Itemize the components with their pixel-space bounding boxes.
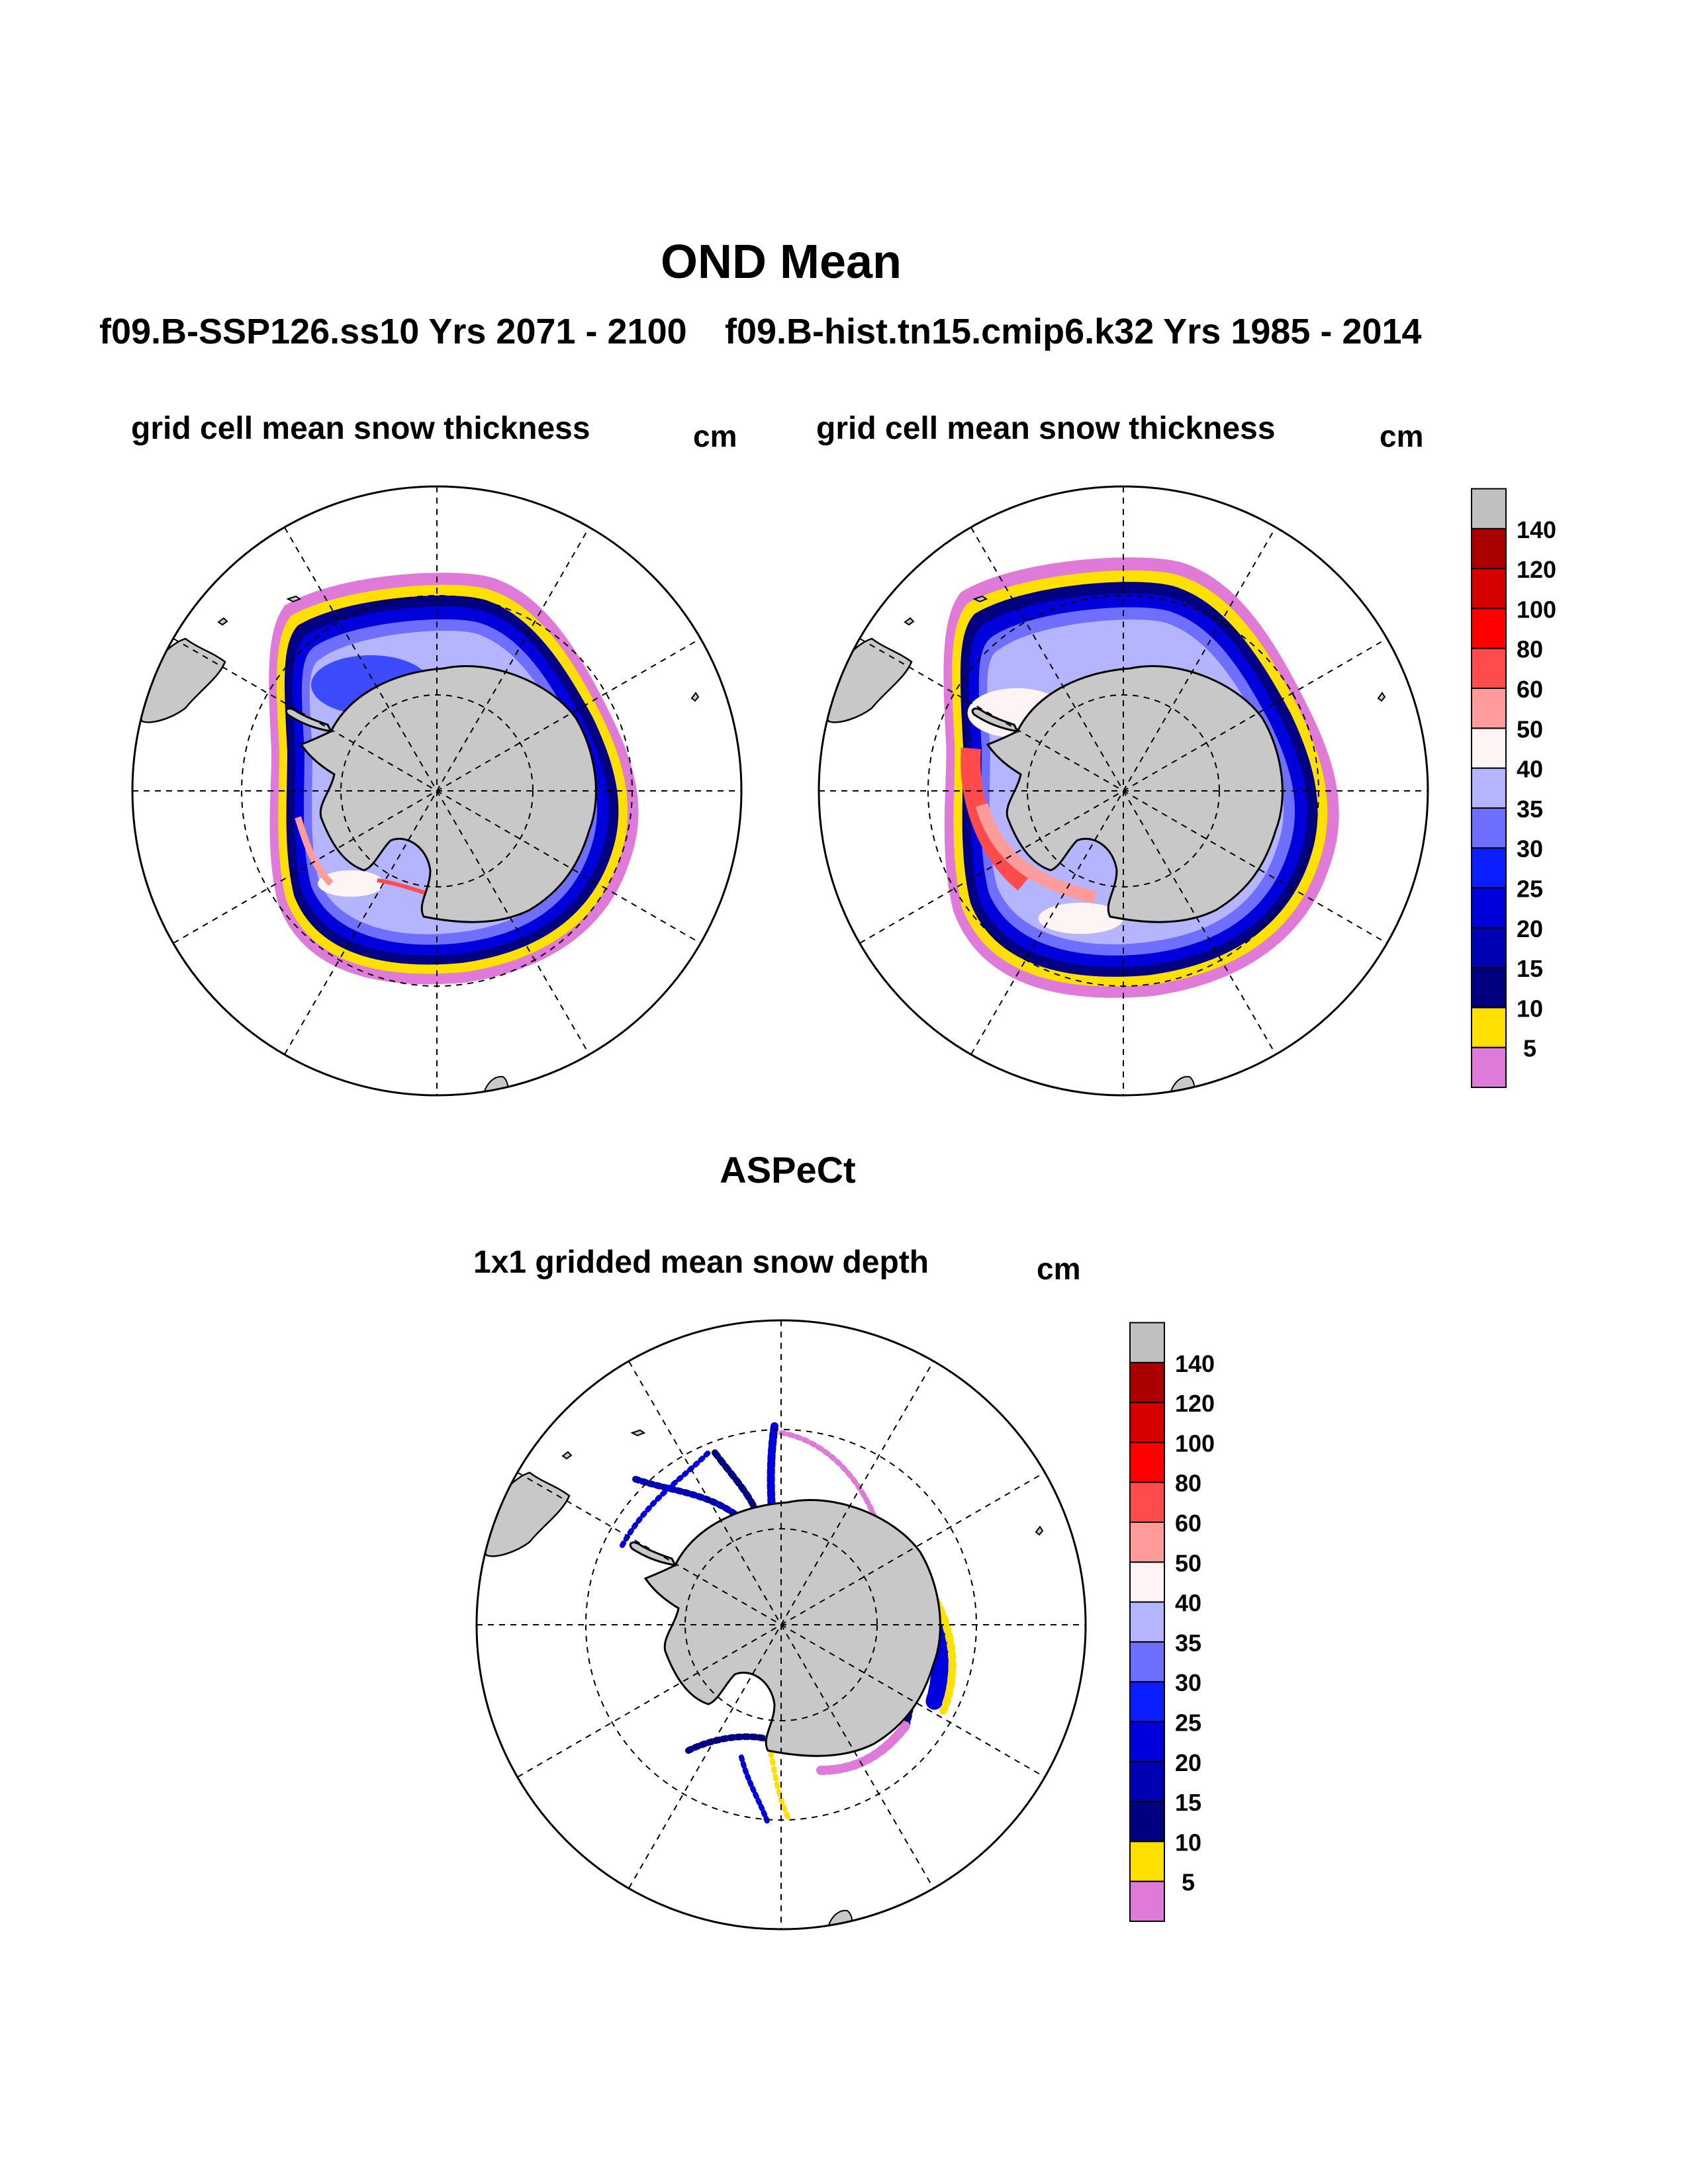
colorbar-bottom: 5 10 15 20 25 30 35 40 50 60 80 100 120 140 xyxy=(1129,1322,1215,1922)
colorbar-bottom-label-35: 35 xyxy=(1175,1629,1201,1657)
colorbar-top-swatch-13 xyxy=(1471,527,1507,570)
colorbar-top-label-40: 40 xyxy=(1517,756,1543,783)
colorbar-top-swatch-1 xyxy=(1471,1007,1507,1048)
colorbar-top-label-15: 15 xyxy=(1517,955,1543,982)
panel-2-units: cm xyxy=(1380,419,1424,453)
colorbar-bottom-label-5: 5 xyxy=(1182,1869,1195,1896)
panel-2-variable-label: grid cell mean snow thickness xyxy=(816,411,1276,446)
colorbar-top-swatch-12 xyxy=(1471,568,1507,610)
panel-3-case-title: ASPeCt xyxy=(720,1149,856,1191)
colorbar-top-swatch-2 xyxy=(1471,967,1507,1009)
colorbar-top-label-50: 50 xyxy=(1517,715,1543,743)
panel-2-map-border xyxy=(818,485,1429,1097)
colorbar-top-swatch-10 xyxy=(1471,647,1507,690)
panel-3-map-border xyxy=(475,1319,1087,1931)
colorbar-top-label-30: 30 xyxy=(1517,835,1543,862)
colorbar-bottom-swatch-8 xyxy=(1129,1561,1165,1603)
colorbar-top-label-120: 120 xyxy=(1517,556,1556,583)
colorbar-top-swatch-0 xyxy=(1471,1046,1507,1088)
colorbar-bottom-swatch-9 xyxy=(1129,1522,1165,1563)
colorbar-bottom-swatch-0 xyxy=(1129,1880,1165,1922)
panel-3-units: cm xyxy=(1037,1251,1081,1286)
colorbar-bottom-swatch-14 xyxy=(1129,1322,1165,1363)
colorbar-top-label-25: 25 xyxy=(1517,876,1543,903)
colorbar-bottom-label-50: 50 xyxy=(1175,1549,1201,1576)
panel-1-map-border xyxy=(131,485,743,1097)
colorbar-top-swatch-11 xyxy=(1471,608,1507,649)
main-title: OND Mean xyxy=(660,236,902,289)
colorbar-bottom-label-60: 60 xyxy=(1175,1510,1201,1537)
colorbar-bottom-label-100: 100 xyxy=(1175,1430,1215,1457)
colorbar-bottom-label-40: 40 xyxy=(1175,1590,1201,1617)
colorbar-bottom-label-120: 120 xyxy=(1175,1390,1215,1417)
colorbar-bottom-swatch-7 xyxy=(1129,1601,1165,1643)
colorbar-bottom-swatch-6 xyxy=(1129,1641,1165,1683)
colorbar-bottom-swatch-4 xyxy=(1129,1721,1165,1762)
colorbar-top-swatch-6 xyxy=(1471,807,1507,849)
colorbar-bottom-label-10: 10 xyxy=(1175,1829,1201,1856)
colorbar-bottom-swatch-2 xyxy=(1129,1801,1165,1843)
colorbar-top-label-35: 35 xyxy=(1517,796,1543,823)
map-panel-3 xyxy=(475,1319,1087,1931)
panel-1-units: cm xyxy=(693,419,737,453)
colorbar-bottom-label-30: 30 xyxy=(1175,1669,1201,1696)
colorbar-bottom-label-20: 20 xyxy=(1175,1749,1201,1776)
colorbar-bottom-swatch-12 xyxy=(1129,1402,1165,1443)
colorbar-top-swatch-7 xyxy=(1471,767,1507,809)
colorbar-top-label-140: 140 xyxy=(1517,516,1556,543)
colorbar-top-swatch-14 xyxy=(1471,488,1507,529)
colorbar-top-swatch-5 xyxy=(1471,847,1507,889)
map-panel-2 xyxy=(818,485,1429,1097)
colorbar-top-swatch-8 xyxy=(1471,727,1507,769)
colorbar-bottom-swatch-5 xyxy=(1129,1681,1165,1723)
panel-2-case-title: f09.B-hist.tn15.cmip6.k32 Yrs 1985 - 201… xyxy=(725,312,1422,351)
colorbar-top-label-80: 80 xyxy=(1517,636,1543,663)
colorbar-top-swatch-9 xyxy=(1471,688,1507,729)
panel-1-variable-label: grid cell mean snow thickness xyxy=(131,411,590,446)
colorbar-bottom-label-25: 25 xyxy=(1175,1709,1201,1737)
colorbar-top-label-20: 20 xyxy=(1517,915,1543,942)
colorbar-bottom-swatch-3 xyxy=(1129,1760,1165,1803)
colorbar-top-label-5: 5 xyxy=(1523,1035,1536,1062)
panel-1-case-title: f09.B-SSP126.ss10 Yrs 2071 - 2100 xyxy=(99,312,687,351)
colorbar-bottom-label-140: 140 xyxy=(1175,1350,1215,1377)
colorbar-bottom-label-15: 15 xyxy=(1175,1789,1201,1816)
map-panel-1 xyxy=(131,485,743,1097)
colorbar-bottom-swatch-10 xyxy=(1129,1481,1165,1523)
colorbar-top-swatch-3 xyxy=(1471,927,1507,969)
colorbar-top-label-60: 60 xyxy=(1517,676,1543,703)
colorbar-top-label-100: 100 xyxy=(1517,596,1556,623)
colorbar-top-swatch-4 xyxy=(1471,887,1507,929)
panel-3-variable-label: 1x1 gridded mean snow depth xyxy=(473,1245,929,1280)
colorbar-top-label-10: 10 xyxy=(1517,995,1543,1022)
colorbar-bottom-label-80: 80 xyxy=(1175,1470,1201,1497)
colorbar-bottom-swatch-13 xyxy=(1129,1361,1165,1404)
colorbar-top: 5 10 15 20 25 30 35 40 50 60 80 100 120 140 xyxy=(1471,488,1556,1088)
colorbar-bottom-swatch-1 xyxy=(1129,1841,1165,1882)
colorbar-bottom-swatch-11 xyxy=(1129,1441,1165,1483)
